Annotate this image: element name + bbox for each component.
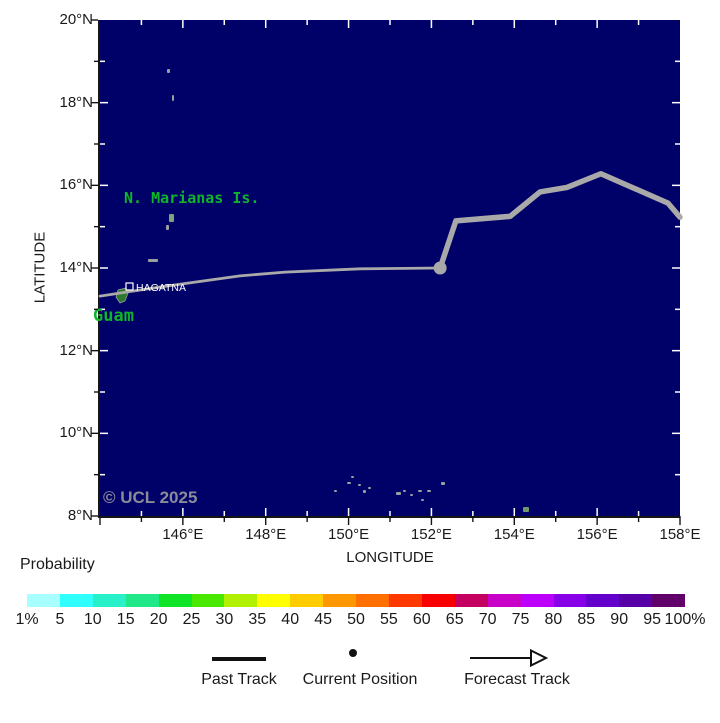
legend-past-track-label: Past Track: [201, 671, 277, 688]
colorbar-segment: [224, 594, 258, 607]
island: [358, 484, 361, 486]
map-canvas: HAGATNA N. Marianas Is. Guam © UCL 2025: [93, 20, 683, 516]
island: [523, 507, 529, 512]
legend-current-position-label: Current Position: [302, 671, 418, 688]
colorbar-tick-label: 10: [83, 611, 102, 628]
guam-label: Guam: [93, 306, 134, 326]
forecast-arrowhead-icon: [530, 648, 549, 668]
lon-tick-label: 150°E: [328, 526, 370, 543]
colorbar-tick-label: 95: [643, 611, 661, 628]
island: [396, 492, 401, 495]
lon-tick-label: 156°E: [576, 526, 618, 543]
island: [363, 490, 366, 493]
colorbar-segment: [487, 594, 521, 607]
colorbar-segment: [323, 594, 357, 607]
island: [368, 487, 371, 489]
forecast-track-line: [437, 171, 683, 271]
colorbar-segment: [553, 594, 587, 607]
colorbar-segment: [454, 594, 488, 607]
probability-colorbar: [27, 594, 686, 607]
colorbar-segment: [257, 594, 291, 607]
lat-tick-label: 20°N: [59, 11, 93, 28]
colorbar-tick-label: 20: [149, 611, 168, 628]
colorbar-segment: [520, 594, 554, 607]
island: [148, 259, 158, 262]
colorbar-segment: [158, 594, 192, 607]
map-plot-area: HAGATNA N. Marianas Is. Guam © UCL 2025: [93, 20, 683, 518]
colorbar-segment: [125, 594, 159, 607]
colorbar-segment: [421, 594, 455, 607]
lat-tick-label: 14°N: [59, 259, 93, 276]
colorbar-tick-label: 30: [215, 611, 234, 628]
colorbar-tick-label: 90: [610, 611, 629, 628]
lat-tick-label: 8°N: [67, 507, 93, 524]
legend-current-position-symbol: [349, 649, 357, 657]
island: [166, 225, 169, 230]
island: [172, 95, 174, 101]
colorbar-segment: [586, 594, 620, 607]
colorbar-segment: [290, 594, 324, 607]
colorbar-tick-label: 15: [116, 611, 135, 628]
past-track-line: [98, 266, 442, 298]
colorbar-tick-label: 60: [412, 611, 431, 628]
colorbar-segment: [59, 594, 93, 607]
colorbar-tick-label: 85: [577, 611, 596, 628]
legend-forecast-track-label: Forecast Track: [464, 671, 570, 688]
colorbar-segment: [388, 594, 422, 607]
lat-tick-label: 18°N: [59, 93, 93, 111]
island: [421, 499, 424, 501]
island: [351, 476, 354, 478]
colorbar-tick-label: 1%: [15, 611, 39, 628]
colorbar-tick-label: 35: [248, 611, 267, 628]
colorbar-tick-label: 65: [445, 611, 464, 628]
lon-tick-label: 146°E: [162, 526, 204, 543]
island: [347, 482, 351, 484]
colorbar-segment: [27, 594, 60, 607]
legend-forecast-track-symbol: [470, 648, 549, 668]
colorbar-tick-label: 5: [55, 611, 65, 628]
colorbar-tick-label: 75: [511, 611, 530, 628]
island: [427, 490, 431, 492]
colorbar-segment: [652, 594, 686, 607]
island: [410, 494, 413, 496]
colorbar-tick-label: 70: [478, 611, 497, 628]
hagatna-marker: [125, 282, 134, 291]
current-position-marker: [433, 261, 447, 275]
colorbar-tick-label: 80: [544, 611, 563, 628]
copyright-watermark: © UCL 2025: [103, 488, 197, 507]
island: [418, 490, 422, 492]
lon-tick-label: 152°E: [410, 526, 452, 543]
colorbar-tick-label: 50: [347, 611, 365, 628]
lat-tick-label: 16°N: [59, 176, 93, 194]
island: [334, 490, 337, 492]
lon-tick-label: 158°E: [659, 526, 701, 543]
island: [403, 490, 406, 492]
colorbar-tick-label: 25: [182, 611, 201, 628]
x-axis-title: LONGITUDE: [346, 549, 434, 566]
colorbar-tick-label: 45: [314, 611, 332, 628]
colorbar-title: Probability: [20, 556, 95, 573]
lat-tick-label: 12°N: [59, 341, 93, 359]
lon-tick-label: 148°E: [245, 526, 287, 543]
colorbar-tick-label: 55: [379, 611, 398, 628]
island: [169, 214, 174, 222]
colorbar-segment: [356, 594, 389, 607]
hagatna-label: HAGATNA: [136, 282, 186, 294]
colorbar-tick-label: 100%: [664, 611, 706, 628]
colorbar-segment: [92, 594, 126, 607]
n-marianas-label: N. Marianas Is.: [124, 189, 259, 207]
colorbar-segment: [619, 594, 653, 607]
y-axis-title: LATITUDE: [31, 231, 49, 304]
colorbar-segment: [191, 594, 225, 607]
lon-tick-label: 154°E: [493, 526, 535, 543]
colorbar-tick-label: 40: [281, 611, 300, 628]
island: [167, 69, 170, 73]
lat-tick-label: 10°N: [59, 424, 93, 442]
island: [441, 482, 445, 485]
